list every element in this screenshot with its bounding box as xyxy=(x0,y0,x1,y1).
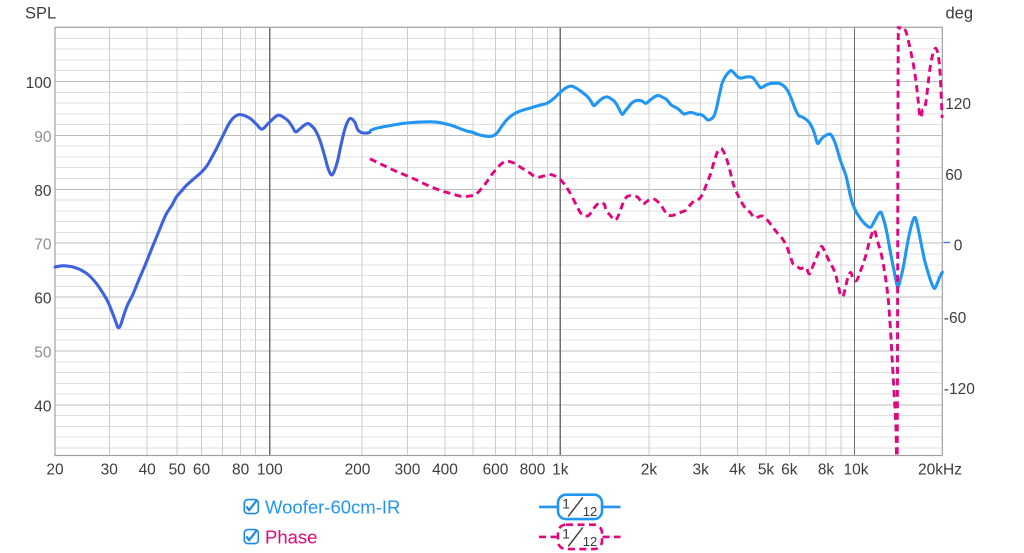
svg-text:80: 80 xyxy=(232,462,250,479)
svg-text:1: 1 xyxy=(562,525,570,541)
svg-text:3k: 3k xyxy=(693,462,710,479)
svg-text:Woofer-60cm-IR: Woofer-60cm-IR xyxy=(265,497,400,518)
svg-text:120: 120 xyxy=(945,96,971,113)
svg-text:10k: 10k xyxy=(844,462,869,479)
svg-text:400: 400 xyxy=(432,462,458,479)
svg-text:600: 600 xyxy=(483,462,509,479)
svg-text:-60: -60 xyxy=(944,310,967,327)
svg-text:12: 12 xyxy=(583,534,597,549)
svg-text:Phase: Phase xyxy=(265,527,317,548)
svg-text:0: 0 xyxy=(954,237,963,254)
svg-text:70: 70 xyxy=(34,237,52,254)
svg-text:50: 50 xyxy=(169,462,187,479)
svg-text:200: 200 xyxy=(345,462,371,479)
svg-text:100: 100 xyxy=(257,462,283,479)
svg-text:300: 300 xyxy=(394,462,420,479)
svg-text:20: 20 xyxy=(46,462,64,479)
svg-text:30: 30 xyxy=(101,462,119,479)
svg-text:5k: 5k xyxy=(758,462,775,479)
svg-text:60: 60 xyxy=(34,291,52,308)
svg-text:80: 80 xyxy=(34,183,52,200)
svg-text:4k: 4k xyxy=(729,462,746,479)
svg-text:1k: 1k xyxy=(552,462,569,479)
svg-text:deg: deg xyxy=(946,5,974,23)
svg-text:60: 60 xyxy=(945,167,963,184)
svg-text:2k: 2k xyxy=(641,462,658,479)
svg-text:12: 12 xyxy=(583,504,597,519)
svg-text:60: 60 xyxy=(193,462,211,479)
svg-text:50: 50 xyxy=(34,345,52,362)
svg-text:40: 40 xyxy=(139,462,157,479)
svg-text:8k: 8k xyxy=(818,462,835,479)
svg-text:SPL: SPL xyxy=(25,5,56,23)
svg-text:40: 40 xyxy=(34,398,52,415)
svg-text:6k: 6k xyxy=(781,462,798,479)
svg-text:100: 100 xyxy=(26,75,52,92)
svg-text:20kHz: 20kHz xyxy=(918,462,962,479)
svg-text:90: 90 xyxy=(34,129,52,146)
svg-text:-120: -120 xyxy=(944,381,975,398)
svg-text:1: 1 xyxy=(562,495,570,511)
svg-text:800: 800 xyxy=(520,462,546,479)
